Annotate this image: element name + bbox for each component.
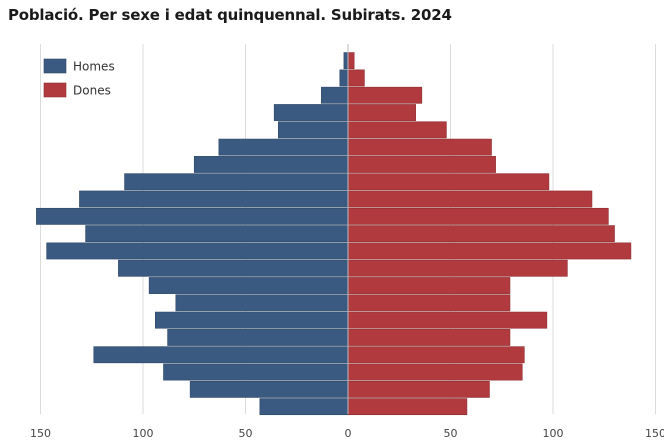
bar-dones-0[interactable]: [347, 52, 355, 70]
bar-dones-14[interactable]: [347, 294, 511, 312]
x-tick-label-6: 150: [645, 427, 664, 440]
bar-homes-3[interactable]: [273, 104, 349, 121]
bar-dones-9[interactable]: [347, 207, 609, 225]
bar-dones-2[interactable]: [347, 86, 423, 104]
bar-homes-0[interactable]: [343, 52, 349, 70]
bar-dones-20[interactable]: [347, 398, 468, 416]
bar-dones-1[interactable]: [347, 69, 365, 87]
bar-homes-4[interactable]: [277, 121, 349, 139]
legend-swatch-dones: [43, 82, 67, 98]
bar-dones-16[interactable]: [347, 329, 511, 346]
bar-homes-15[interactable]: [155, 311, 349, 329]
bar-homes-8[interactable]: [79, 190, 349, 208]
x-tick-label-1: 100: [133, 427, 154, 440]
x-tick-label-2: 50: [239, 427, 253, 440]
bar-homes-2[interactable]: [321, 86, 349, 104]
bar-dones-10[interactable]: [347, 225, 615, 243]
x-tick-label-3: 0: [345, 427, 352, 440]
bar-dones-15[interactable]: [347, 311, 548, 329]
bar-homes-19[interactable]: [189, 380, 349, 398]
bar-dones-18[interactable]: [347, 363, 523, 381]
bar-dones-7[interactable]: [347, 173, 550, 191]
bar-dones-5[interactable]: [347, 138, 492, 156]
bar-homes-1[interactable]: [339, 69, 349, 87]
bar-dones-11[interactable]: [347, 242, 632, 260]
bar-homes-11[interactable]: [46, 242, 349, 260]
x-tick-label-4: 50: [444, 427, 458, 440]
bar-dones-6[interactable]: [347, 156, 496, 173]
bar-dones-17[interactable]: [347, 346, 525, 364]
bar-dones-12[interactable]: [347, 259, 568, 277]
legend-label-dones: Dones: [73, 84, 111, 98]
bar-homes-18[interactable]: [163, 363, 349, 381]
bar-homes-20[interactable]: [259, 398, 349, 416]
x-tick-label-5: 100: [543, 427, 564, 440]
bar-homes-5[interactable]: [218, 138, 349, 156]
legend-swatch-homes: [43, 58, 67, 74]
bar-dones-8[interactable]: [347, 190, 593, 208]
legend-label-homes: Homes: [73, 60, 115, 74]
bar-dones-4[interactable]: [347, 121, 447, 139]
bar-dones-19[interactable]: [347, 380, 490, 398]
x-axis-ticks: 150 100 50 0 50 100 150: [30, 427, 664, 440]
bar-homes-17[interactable]: [93, 346, 349, 364]
legend: Homes Dones: [43, 58, 115, 98]
bar-homes-13[interactable]: [148, 277, 349, 294]
chart-title: Població. Per sexe i edat quinquennal. S…: [8, 6, 452, 24]
bar-homes-10[interactable]: [85, 225, 349, 243]
bar-homes-6[interactable]: [193, 156, 349, 173]
bars: [36, 52, 632, 416]
bar-homes-12[interactable]: [118, 259, 349, 277]
bar-homes-7[interactable]: [124, 173, 349, 191]
bar-homes-14[interactable]: [175, 294, 349, 312]
bar-dones-13[interactable]: [347, 277, 511, 294]
bar-dones-3[interactable]: [347, 104, 416, 121]
bar-homes-9[interactable]: [36, 207, 349, 225]
x-tick-label-0: 150: [30, 427, 51, 440]
bar-homes-16[interactable]: [167, 329, 349, 346]
